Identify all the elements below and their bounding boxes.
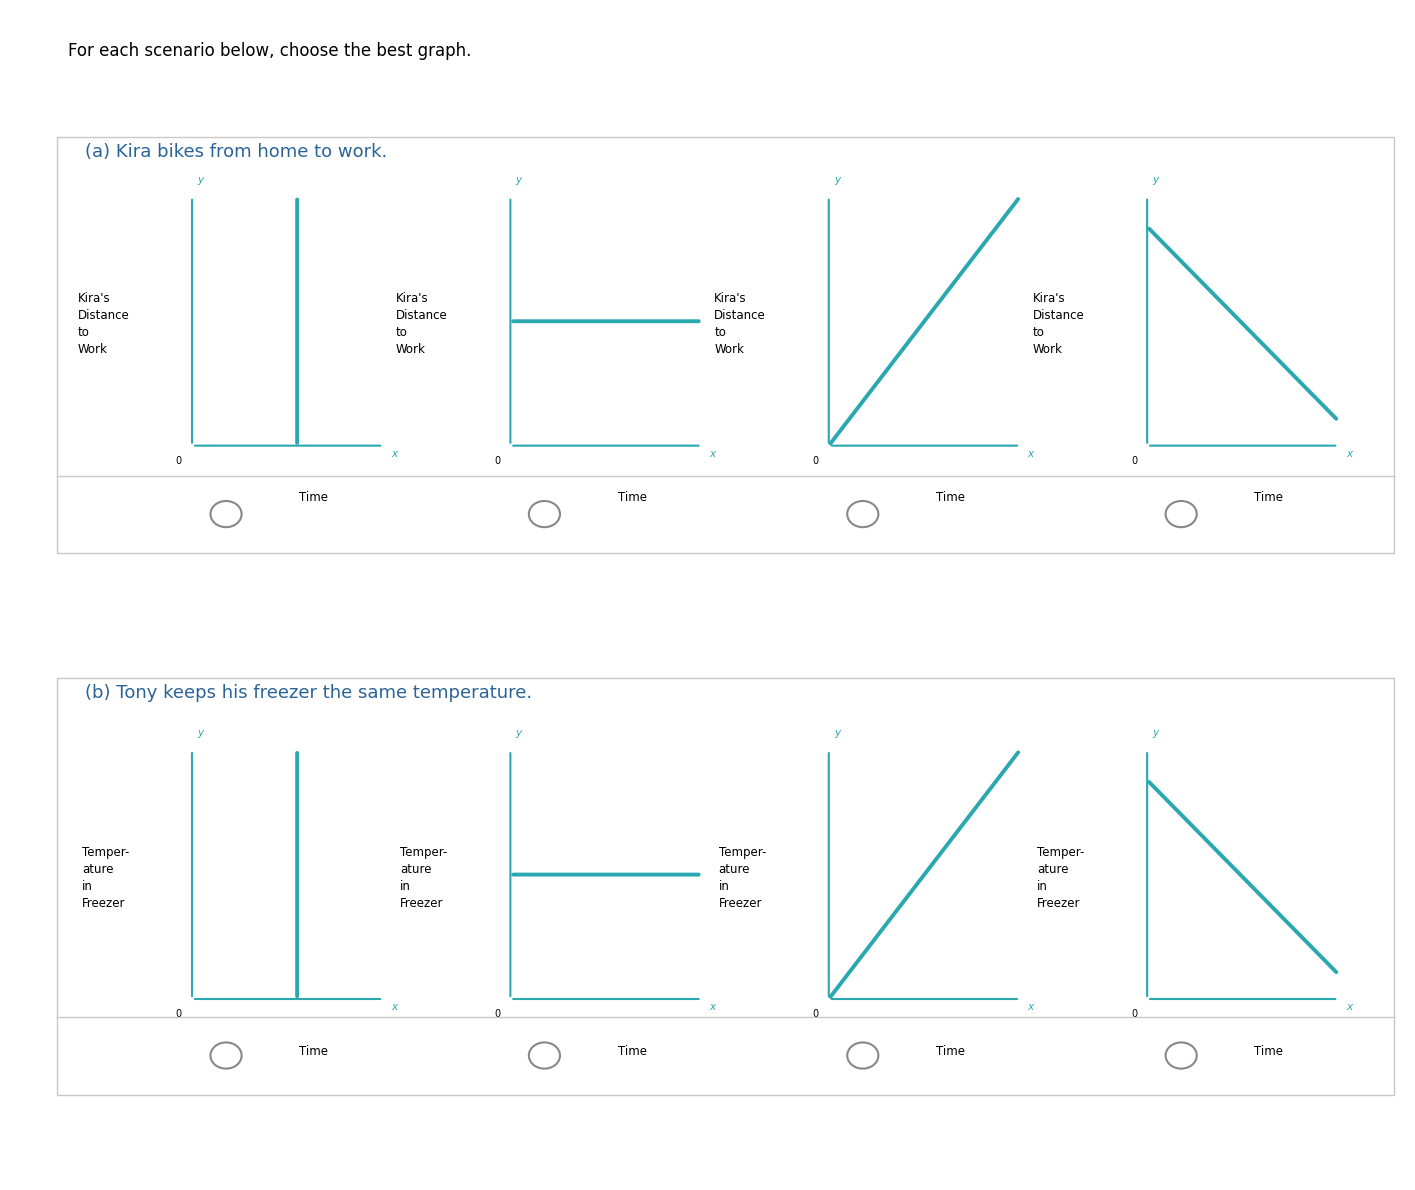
Text: (b) Tony keeps his freezer the same temperature.: (b) Tony keeps his freezer the same temp…: [85, 684, 532, 702]
Text: Kira's
Distance
to
Work: Kira's Distance to Work: [1033, 293, 1084, 356]
Text: 0: 0: [1131, 456, 1138, 465]
Text: Temper-
ature
in
Freezer: Temper- ature in Freezer: [1037, 846, 1084, 909]
Text: y: y: [1152, 728, 1159, 738]
Text: x: x: [391, 449, 398, 458]
Text: x: x: [1027, 449, 1034, 458]
Text: 0: 0: [1131, 1009, 1138, 1019]
Text: y: y: [197, 175, 204, 184]
Text: x: x: [709, 1002, 716, 1012]
Text: Kira's
Distance
to
Work: Kira's Distance to Work: [715, 293, 766, 356]
Text: x: x: [1027, 1002, 1034, 1012]
Text: 0: 0: [812, 456, 819, 465]
Text: Time: Time: [935, 491, 965, 505]
Text: Time: Time: [617, 1045, 647, 1058]
Text: y: y: [515, 175, 522, 184]
Text: Time: Time: [1254, 1045, 1283, 1058]
Text: y: y: [833, 175, 841, 184]
Text: Temper-
ature
in
Freezer: Temper- ature in Freezer: [719, 846, 766, 909]
Text: Temper-
ature
in
Freezer: Temper- ature in Freezer: [82, 846, 129, 909]
Text: Time: Time: [1254, 491, 1283, 505]
Text: y: y: [197, 728, 204, 738]
Text: Time: Time: [617, 491, 647, 505]
Text: 0: 0: [494, 1009, 501, 1019]
Text: Time: Time: [299, 491, 328, 505]
Text: y: y: [1152, 175, 1159, 184]
Text: 0: 0: [175, 456, 183, 465]
Text: (a) Kira bikes from home to work.: (a) Kira bikes from home to work.: [85, 143, 388, 161]
Text: x: x: [1346, 449, 1353, 458]
Text: 0: 0: [494, 456, 501, 465]
Text: Temper-
ature
in
Freezer: Temper- ature in Freezer: [400, 846, 447, 909]
Text: Kira's
Distance
to
Work: Kira's Distance to Work: [396, 293, 447, 356]
Text: Time: Time: [935, 1045, 965, 1058]
Text: x: x: [1346, 1002, 1353, 1012]
Text: 0: 0: [175, 1009, 183, 1019]
Text: y: y: [833, 728, 841, 738]
Text: y: y: [515, 728, 522, 738]
Text: x: x: [391, 1002, 398, 1012]
Text: x: x: [709, 449, 716, 458]
Text: Kira's
Distance
to
Work: Kira's Distance to Work: [78, 293, 129, 356]
Text: Time: Time: [299, 1045, 328, 1058]
Text: 0: 0: [812, 1009, 819, 1019]
Text: For each scenario below, choose the best graph.: For each scenario below, choose the best…: [68, 42, 471, 60]
